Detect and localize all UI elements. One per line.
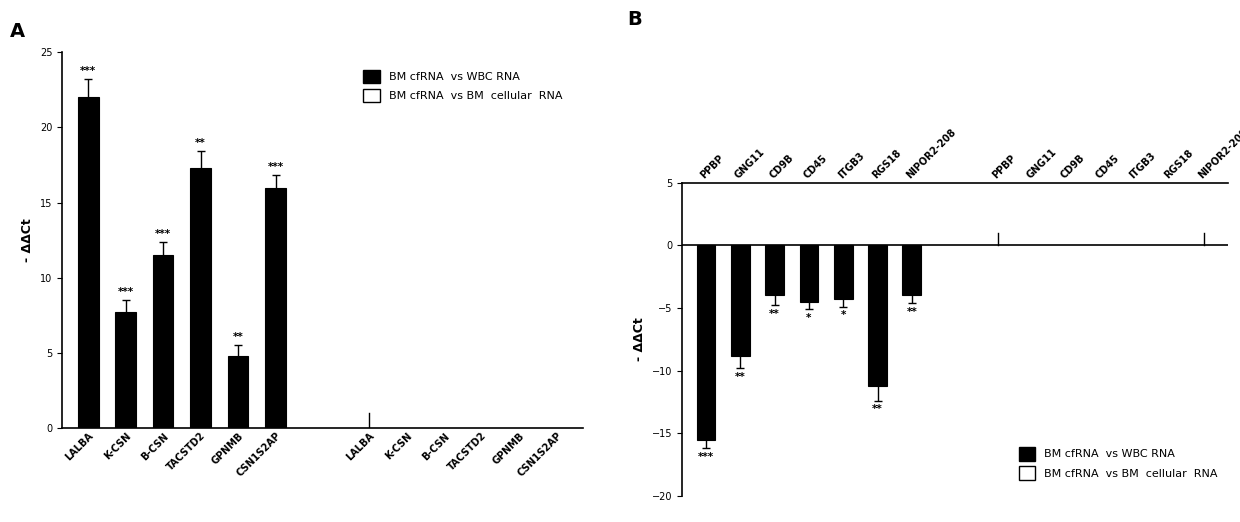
Text: *: * [841, 311, 846, 321]
Text: *: * [806, 313, 812, 323]
Text: **: ** [735, 372, 745, 382]
Text: A: A [10, 22, 25, 41]
Bar [115, 312, 136, 428]
Text: ***: *** [268, 162, 284, 172]
Bar [903, 245, 921, 295]
Y-axis label: - ΔΔCt: - ΔΔCt [634, 317, 646, 361]
Bar [265, 187, 286, 428]
Text: ***: *** [155, 229, 171, 239]
Text: ***: *** [81, 66, 97, 76]
Text: **: ** [906, 307, 918, 317]
Y-axis label: - ΔΔCt: - ΔΔCt [21, 218, 35, 262]
Legend: BM cfRNA  vs WBC RNA, BM cfRNA  vs BM  cellular  RNA: BM cfRNA vs WBC RNA, BM cfRNA vs BM cell… [358, 65, 567, 107]
Text: ***: *** [118, 287, 134, 297]
Bar [800, 245, 818, 302]
Bar [697, 245, 715, 440]
Bar [78, 97, 98, 428]
Text: **: ** [195, 138, 206, 148]
Bar [730, 245, 750, 355]
Text: **: ** [872, 405, 883, 414]
Bar [765, 245, 784, 295]
Text: **: ** [233, 333, 243, 342]
Bar [868, 245, 887, 386]
Bar [190, 168, 211, 428]
Bar [153, 255, 174, 428]
Text: B: B [627, 10, 642, 29]
Legend: BM cfRNA  vs WBC RNA, BM cfRNA  vs BM  cellular  RNA: BM cfRNA vs WBC RNA, BM cfRNA vs BM cell… [1014, 443, 1223, 484]
Bar [228, 356, 248, 428]
Text: ***: *** [698, 452, 714, 462]
Bar [833, 245, 853, 299]
Text: **: ** [769, 309, 780, 319]
